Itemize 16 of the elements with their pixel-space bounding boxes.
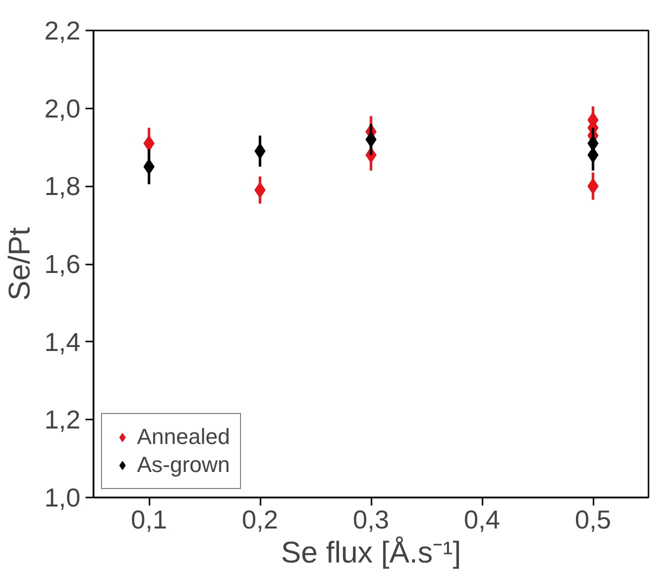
x-tick-label: 0,1 (130, 504, 168, 534)
y-tick-label: 1,0 (44, 482, 81, 512)
y-tick-label: 1,8 (44, 171, 81, 202)
x-axis-title: Se flux [Å.s⁻¹] (280, 536, 462, 570)
y-axis-title: Se/Pt (3, 226, 36, 301)
y-tick-label: 2,0 (44, 93, 81, 124)
y-tick-label: 1,6 (44, 249, 81, 279)
legend-label: As-grown (137, 452, 230, 478)
x-tick-label: 0,5 (574, 504, 612, 534)
y-tick-label: 2,2 (44, 16, 81, 46)
x-tick-label: 0,4 (464, 504, 500, 534)
x-tick-label: 0,3 (352, 504, 390, 534)
y-tick-label: 1,2 (44, 404, 81, 435)
x-tick-label: 0,2 (242, 504, 278, 534)
y-tick-label: 1,4 (44, 326, 81, 357)
legend-label: Annealed (137, 424, 230, 450)
